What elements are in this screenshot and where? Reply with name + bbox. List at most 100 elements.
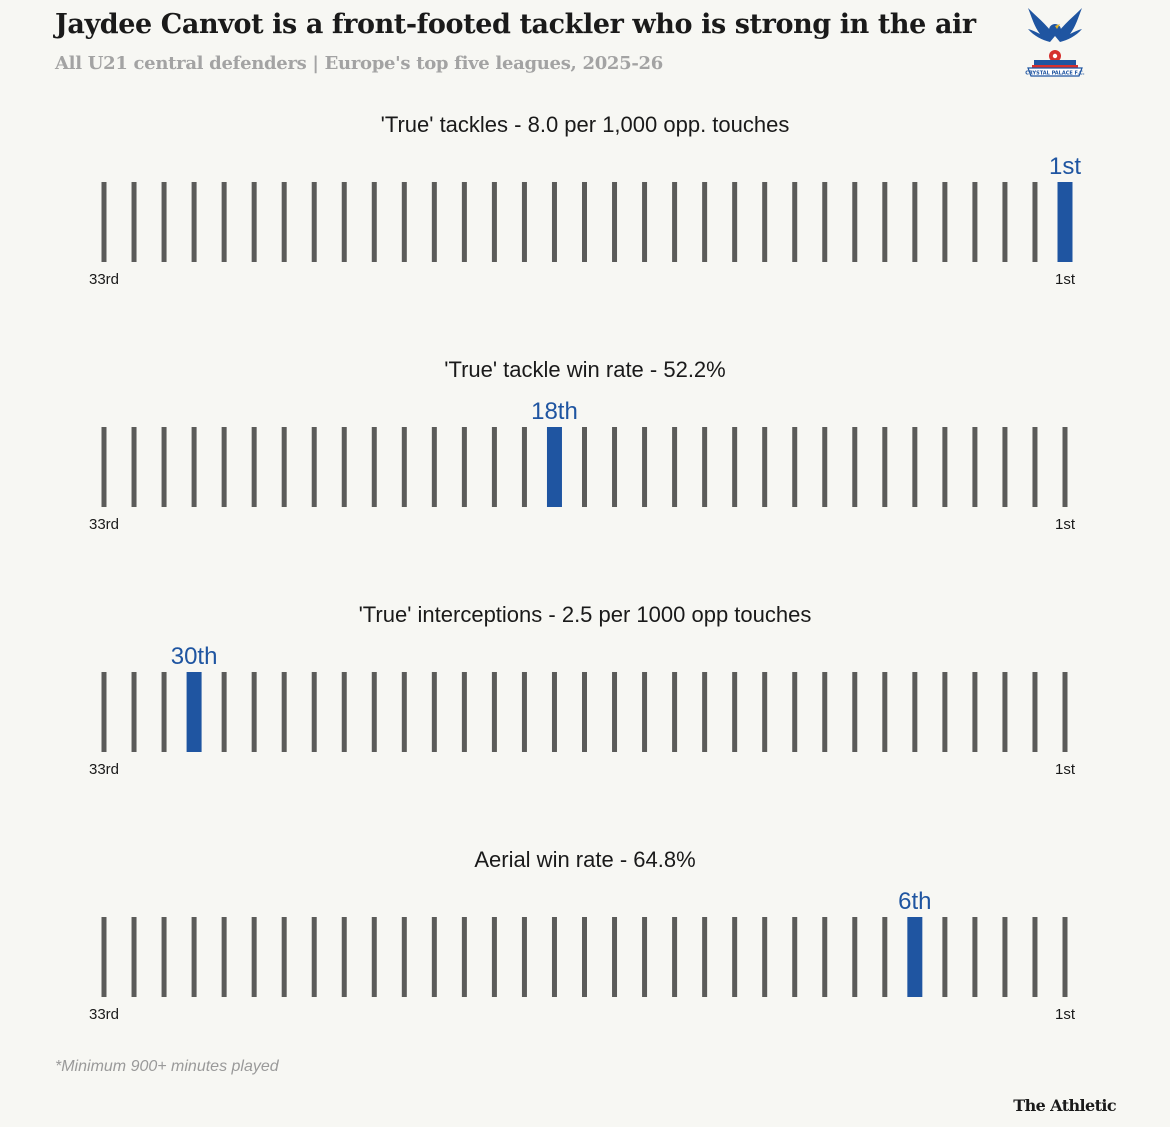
rank-bar [191,917,197,997]
rank-bar [852,182,858,262]
highlight-bar [1057,182,1073,262]
rank-bar [822,182,828,262]
rank-bar [431,917,437,997]
rank-bar [281,672,287,752]
rank-bar [281,182,287,262]
rank-bar [461,917,467,997]
rank-bar [972,917,978,997]
rank-bar [702,427,708,507]
rank-bar [461,427,467,507]
rank-bar [852,427,858,507]
rank-bar [221,672,227,752]
rank-bar [792,427,798,507]
rank-bar [461,672,467,752]
rank-bar [1002,672,1008,752]
rank-bar [551,182,557,262]
chart-title: Jaydee Canvot is a front-footed tackler … [55,9,976,40]
rank-bar [551,917,557,997]
highlight-bar [546,427,562,507]
rank-bar [1002,182,1008,262]
rank-bar [401,917,407,997]
rank-bar [431,427,437,507]
rank-panel: 'True' tackle win rate - 52.2% 18th 33rd 1s… [89,357,1076,533]
rank-bar [702,672,708,752]
rank-bar [972,182,978,262]
rank-bar [732,427,738,507]
rank-bar [582,182,587,262]
rank-bar [491,182,497,262]
rank-bar [251,182,257,262]
rank-bar [311,917,317,997]
chart-subtitle: All U21 central defenders | Europe's top… [55,53,663,74]
rank-bar [852,917,858,997]
rank-label: 30th [171,643,218,670]
rank-bar [491,427,497,507]
rank-bar [371,672,377,752]
rank-bar [521,427,527,507]
rank-bar [1062,672,1068,752]
rank-bar [281,427,287,507]
rank-bar [131,182,137,262]
rank-bar [642,917,648,997]
rank-bar [251,917,257,997]
rank-bar [191,427,197,507]
rank-bar [942,917,948,997]
rank-bar [1002,917,1008,997]
rank-bar [341,917,347,997]
rank-bar [972,427,978,507]
brand-logo: The Athletic [1013,1096,1116,1115]
rank-bar [852,672,858,752]
rank-bar [822,427,828,507]
rank-bar [882,182,888,262]
rank-bar [912,182,918,262]
rank-bar [822,672,828,752]
footnote: *Minimum 900+ minutes played [55,1058,279,1075]
rank-bar [1032,182,1038,262]
axis-left-label: 33rd [89,761,119,778]
panel-title: 'True' interceptions - 2.5 per 1000 opp … [359,602,812,627]
rank-bar [521,182,527,262]
rank-bar [882,917,888,997]
rank-label: 1st [1049,153,1081,180]
panel-title: 'True' tackle win rate - 52.2% [444,357,725,382]
rank-bar [762,672,768,752]
rank-bar [612,427,618,507]
rank-bar [732,672,738,752]
rank-bar [131,917,137,997]
rank-panel: 'True' tackles - 8.0 per 1,000 opp. touc… [89,112,1081,288]
axis-right-label: 1st [1055,761,1076,778]
rank-bar [762,182,768,262]
rank-label: 18th [531,398,578,425]
rank-bar [401,182,407,262]
axis-right-label: 1st [1055,516,1076,533]
rank-bar [101,427,107,507]
rank-bar [161,182,167,262]
rank-bar [461,182,467,262]
rank-bar [521,917,527,997]
rank-bar [1062,427,1068,507]
rank-bar [221,427,227,507]
rank-bar [792,182,798,262]
rank-bar [221,182,227,262]
panel-title: 'True' tackles - 8.0 per 1,000 opp. touc… [381,112,790,137]
rank-bar [732,182,738,262]
rank-bar [642,427,648,507]
rank-bar [1032,672,1038,752]
rank-bar [251,427,257,507]
rank-bar [191,182,197,262]
crest-banner-text: CRYSTAL PALACE F.C. [1025,71,1084,77]
rank-bar [401,672,407,752]
rank-bar [672,427,678,507]
rank-bar [281,917,287,997]
rank-bar [101,182,107,262]
rank-bar [521,672,527,752]
rank-bar [161,427,167,507]
rank-bar [822,917,828,997]
crystal-palace-crest-icon: CRYSTAL PALACE F.C. [1025,8,1085,77]
rank-bar [101,672,107,752]
rank-bar [1002,427,1008,507]
rank-bar [371,917,377,997]
rank-bar [942,427,948,507]
rank-bar [311,427,317,507]
